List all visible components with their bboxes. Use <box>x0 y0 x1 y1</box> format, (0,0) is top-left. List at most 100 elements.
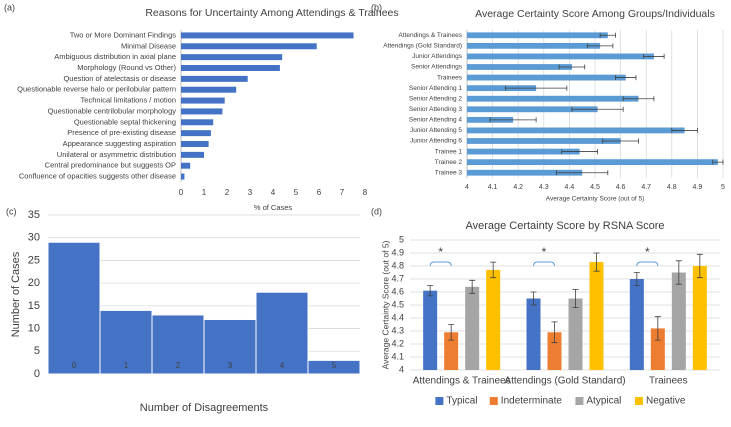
y-tick-label: Senior Attending 3 <box>409 106 463 113</box>
significance-bracket <box>533 261 555 267</box>
bar <box>181 173 185 180</box>
y-axis-label: Number of Cases <box>10 251 22 337</box>
error-bar <box>671 127 698 133</box>
x-tick-label: Trainees <box>649 376 688 387</box>
bar <box>467 127 685 134</box>
y-tick-label: 5 <box>34 345 40 357</box>
y-tick-label: Questionable septal thickening <box>74 117 176 126</box>
y-tick-label: 4.2 <box>391 338 404 348</box>
x-tick-label: 2 <box>176 361 181 370</box>
error-bar <box>427 285 434 297</box>
x-tick-label: 4 <box>271 188 276 197</box>
significance-bracket <box>636 261 659 267</box>
annotation: * <box>542 245 547 259</box>
x-tick-label: 4.2 <box>513 184 523 191</box>
significance-bracket <box>429 261 452 267</box>
y-tick-label: 4 <box>399 364 404 374</box>
bar <box>255 291 309 375</box>
bar <box>486 269 501 370</box>
x-tick-label: 4.9 <box>693 184 703 191</box>
y-tick-label: 5 <box>399 234 404 244</box>
y-tick-label: Morphology (Round vs Other) <box>77 63 176 72</box>
error-bar <box>622 96 655 102</box>
y-tick-label: 4.3 <box>391 325 404 335</box>
legend-swatch <box>575 397 584 405</box>
bar <box>467 95 639 102</box>
bar <box>181 119 214 126</box>
y-tick-label: Two or More Dominant Findings <box>70 30 177 39</box>
x-tick-label: 4.4 <box>565 184 575 191</box>
bar <box>467 159 718 166</box>
panel-label: (d) <box>371 206 382 216</box>
x-tick-label: 4.8 <box>667 184 677 191</box>
error-bar <box>558 64 586 70</box>
y-tick-label: Junior Attending 6 <box>410 138 462 145</box>
error-bar <box>602 138 639 144</box>
legend-label: Negative <box>646 396 686 407</box>
legend-swatch <box>635 397 643 405</box>
bar <box>465 286 480 370</box>
bar <box>467 148 580 155</box>
y-tick-label: Senior Attending 2 <box>409 95 463 102</box>
y-tick-label: Minimal Disease <box>121 41 176 50</box>
panel-label: (c) <box>6 206 17 216</box>
y-tick-label: Trainee 3 <box>435 169 463 176</box>
error-bar <box>551 321 558 344</box>
y-tick-label: 10 <box>28 322 40 334</box>
x-tick-label: 3 <box>228 361 233 370</box>
bar <box>467 85 537 92</box>
y-axis-label: Average Certainty Score (out of 5) <box>380 240 390 369</box>
x-tick-label: 4.5 <box>590 184 600 191</box>
error-bar <box>561 149 598 155</box>
x-tick-label: 5 <box>721 184 725 191</box>
x-tick-label: 4.6 <box>616 184 626 191</box>
y-tick-label: Technical limitations / motion <box>81 96 176 105</box>
y-tick-label: Junior Attending 5 <box>410 127 462 134</box>
y-tick-label: 15 <box>28 300 40 312</box>
y-tick-label: Trainee 2 <box>435 159 463 166</box>
panel-label: (a) <box>4 2 15 12</box>
chart-title: Average Certainty Score by RSNA Score <box>465 220 664 232</box>
x-tick-label: 0 <box>72 361 77 370</box>
y-tick-label: 4.7 <box>391 273 404 283</box>
error-bar <box>675 260 682 285</box>
x-tick-label: 4 <box>280 361 285 370</box>
error-bar <box>593 252 600 272</box>
bar <box>307 359 361 375</box>
y-tick-label: 35 <box>28 209 40 221</box>
error-bar <box>599 32 616 38</box>
annotation: * <box>645 245 650 259</box>
y-tick-label: Senior Attending 4 <box>409 117 463 124</box>
x-tick-label: 3 <box>248 188 253 197</box>
x-tick-label: 1 <box>124 361 129 370</box>
y-tick-label: 4.5 <box>391 299 404 309</box>
y-tick-label: Senior Attending 1 <box>409 85 463 92</box>
bar <box>181 32 354 39</box>
y-tick-label: Junior Attendings <box>412 53 463 60</box>
y-tick-label: 4.6 <box>391 286 404 296</box>
error-bar <box>696 253 703 279</box>
y-tick-label: 20 <box>28 277 40 289</box>
x-tick-label: 4.7 <box>641 184 651 191</box>
legend-label: Indeterminate <box>501 396 563 407</box>
bar <box>181 86 237 93</box>
bar <box>526 298 541 370</box>
x-tick-label: 1 <box>202 188 207 197</box>
bar <box>47 241 101 375</box>
y-tick-label: Question of atelectasis or disease <box>63 74 176 83</box>
x-tick-label: Attendings (Gold Standard) <box>504 376 625 387</box>
y-tick-label: Questionable reverse halo or perilobular… <box>17 85 176 94</box>
bar <box>181 130 211 137</box>
x-axis-label: Number of Disagreements <box>140 402 269 414</box>
bar <box>181 141 209 147</box>
x-tick-label: 6 <box>317 188 322 197</box>
y-tick-label: 30 <box>28 232 40 244</box>
y-tick-label: Unilateral or asymmetric distribution <box>57 150 176 159</box>
error-bar <box>448 324 455 341</box>
error-bar <box>571 106 624 112</box>
x-tick-label: 2 <box>225 188 230 197</box>
bar <box>467 169 583 176</box>
bar <box>467 106 598 113</box>
annotation: * <box>438 245 443 259</box>
y-tick-label: Confluence of opacities suggests other d… <box>19 172 176 181</box>
